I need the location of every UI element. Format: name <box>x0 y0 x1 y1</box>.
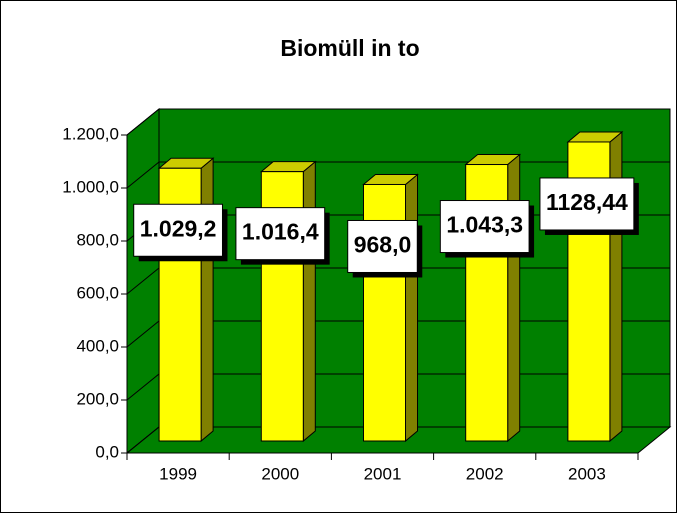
value-label-box <box>539 177 635 231</box>
y-tick-label: 0,0 <box>95 442 119 461</box>
grid-line <box>126 108 670 136</box>
value-label-box <box>235 207 326 261</box>
y-tick-label: 1.200,0 <box>62 124 119 143</box>
chart-title: Biomüll in to <box>280 35 419 61</box>
bar-side <box>507 153 521 443</box>
value-label: 1.043,3 <box>446 212 523 238</box>
y-tick-label: 600,0 <box>76 283 119 302</box>
value-label: 1128,44 <box>546 189 628 215</box>
y-tick-label: 400,0 <box>76 336 119 355</box>
x-tick-label: 1999 <box>159 464 197 483</box>
y-tick-label: 200,0 <box>76 389 119 408</box>
x-tick-label: 2000 <box>261 464 299 483</box>
value-label-box <box>439 200 530 254</box>
value-label-box <box>347 219 418 273</box>
x-tick-label: 2003 <box>568 464 606 483</box>
bar-side <box>200 157 214 443</box>
bar-side <box>302 160 316 443</box>
y-tick-label: 1.000,0 <box>62 177 119 196</box>
x-tick-label: 2002 <box>466 464 504 483</box>
x-tick-label: 2001 <box>364 464 402 483</box>
value-label: 1.016,4 <box>242 219 319 245</box>
y-tick-label: 800,0 <box>76 230 119 249</box>
value-label-box <box>133 203 223 257</box>
bar-side <box>405 173 418 443</box>
value-label: 968,0 <box>354 232 412 258</box>
value-label: 1.029,2 <box>140 215 217 241</box>
